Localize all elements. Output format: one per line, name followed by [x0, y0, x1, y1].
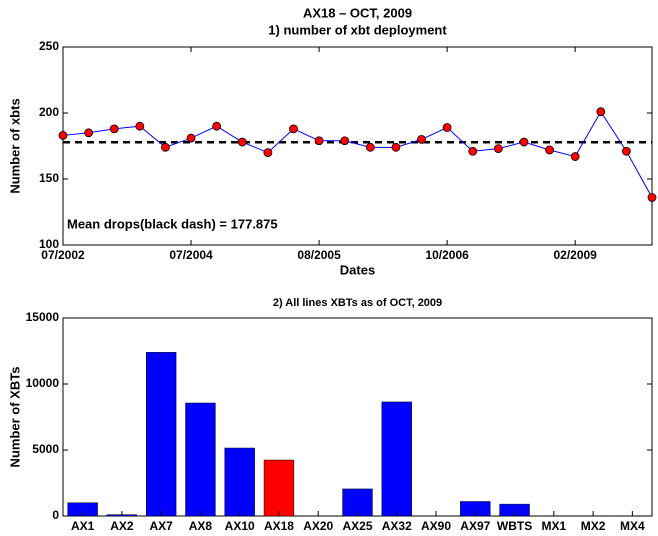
data-point [212, 121, 222, 131]
data-point [417, 134, 426, 144]
y-axis-label: Number of xbts [7, 98, 22, 193]
data-point [596, 107, 606, 117]
bar [145, 352, 177, 517]
series-line [62, 110, 653, 198]
x-tick-label: AX90 [421, 519, 451, 533]
data-point [263, 148, 273, 158]
y-tick-label: 150 [39, 171, 59, 185]
data-point [570, 152, 580, 161]
x-tick-label: 08/2005 [297, 248, 341, 262]
x-tick-label: AX97 [460, 519, 490, 533]
data-point [545, 145, 554, 155]
x-tick-label: AX32 [382, 519, 412, 533]
y-tick-label: 200 [39, 105, 59, 119]
x-tick-label: 10/2006 [425, 248, 469, 262]
data-point [289, 124, 298, 134]
y-tick-label: 100 [39, 237, 59, 251]
data-point [314, 136, 324, 146]
x-tick-label: 02/2009 [553, 248, 597, 262]
chart-title: AX18 – OCT, 2009 [303, 5, 412, 20]
data-point [340, 136, 350, 146]
x-tick-label: MX4 [620, 519, 645, 533]
y-axis-label: Number of XBTs [7, 367, 22, 468]
data-point [621, 146, 631, 156]
y-tick-label: 250 [39, 39, 59, 53]
data-point [84, 128, 94, 138]
data-point [109, 124, 119, 134]
chart-title: 2) All lines XBTs as of OCT, 2009 [273, 297, 442, 309]
y-tick-label: 0 [52, 508, 59, 522]
x-tick-label: 07/2002 [41, 248, 85, 262]
x-axis-label: Dates [340, 262, 375, 277]
y-tick-label: 15000 [26, 310, 60, 324]
y-tick-label: 10000 [26, 376, 60, 390]
x-tick-label: AX1 [71, 519, 95, 533]
x-tick-label: AX10 [225, 519, 255, 533]
x-tick-label: AX2 [110, 519, 134, 533]
bar [185, 402, 216, 517]
bar [224, 447, 255, 517]
data-point [391, 142, 401, 152]
x-tick-label: WBTS [497, 519, 532, 533]
x-tick-label: MX2 [581, 519, 606, 533]
data-point [442, 123, 452, 132]
data-point [468, 146, 478, 156]
x-tick-label: AX18 [264, 519, 294, 533]
data-point [135, 121, 145, 131]
data-point [365, 142, 375, 152]
x-tick-label: AX20 [303, 519, 333, 533]
y-tick-label: 5000 [32, 442, 59, 456]
data-point [58, 131, 68, 140]
x-tick-label: AX25 [342, 519, 372, 533]
bar [381, 401, 412, 517]
x-tick-label: 07/2004 [169, 248, 213, 262]
x-tick-label: AX8 [189, 519, 213, 533]
data-point [186, 133, 196, 143]
x-tick-label: MX1 [541, 519, 566, 533]
data-point [161, 142, 170, 152]
data-point [237, 137, 247, 147]
data-point [647, 193, 657, 202]
plot-area [62, 46, 653, 246]
data-point [493, 144, 503, 154]
chart-subtitle: 1) number of xbt deployment [268, 22, 447, 37]
x-tick-label: AX7 [149, 519, 173, 533]
annotation: Mean drops(black dash) = 177.875 [67, 217, 278, 232]
bar [263, 459, 295, 517]
data-point [519, 137, 529, 147]
